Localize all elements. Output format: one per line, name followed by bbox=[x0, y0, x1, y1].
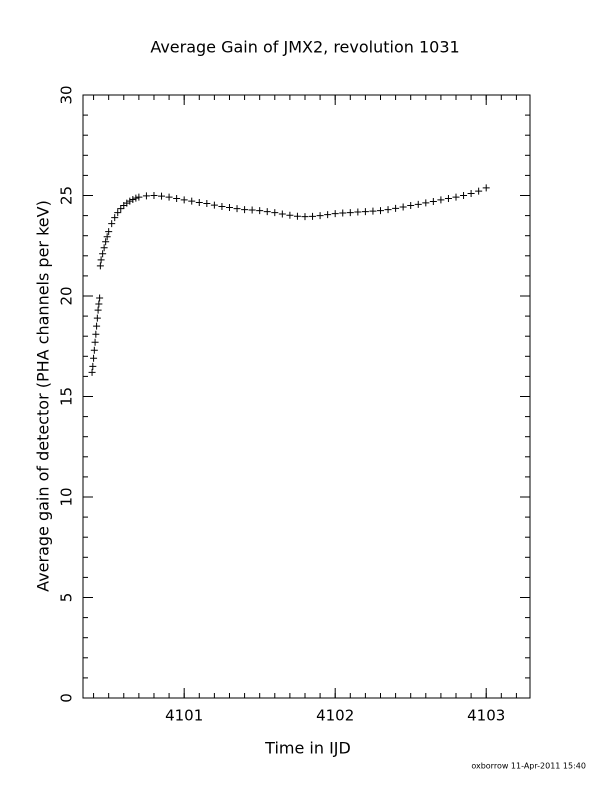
data-point bbox=[225, 204, 233, 212]
data-point bbox=[399, 203, 407, 211]
data-point bbox=[93, 322, 101, 330]
data-point bbox=[114, 209, 122, 217]
data-point bbox=[132, 194, 140, 202]
data-point bbox=[96, 294, 104, 302]
y-tick-label: 5 bbox=[58, 593, 76, 603]
data-point bbox=[376, 207, 384, 215]
data-point bbox=[218, 203, 226, 211]
data-point bbox=[195, 199, 203, 207]
data-point bbox=[369, 207, 377, 215]
y-axis-label: Average gain of detector (PHA channels p… bbox=[34, 200, 53, 592]
data-point bbox=[309, 212, 317, 220]
data-point bbox=[90, 346, 98, 354]
data-point bbox=[331, 210, 339, 218]
data-point bbox=[105, 228, 113, 236]
data-point bbox=[316, 212, 324, 220]
data-point bbox=[180, 196, 188, 204]
data-point bbox=[165, 193, 173, 201]
chart-title: Average Gain of JMX2, revolution 1031 bbox=[150, 38, 459, 57]
data-point bbox=[293, 212, 301, 220]
y-tick-label: 25 bbox=[58, 186, 76, 205]
data-point bbox=[384, 206, 392, 214]
data-point bbox=[188, 197, 196, 205]
data-point bbox=[90, 354, 98, 362]
data-point bbox=[278, 210, 286, 218]
data-point bbox=[142, 192, 150, 200]
data-point bbox=[422, 199, 430, 207]
x-tick-label: 4103 bbox=[467, 707, 505, 725]
data-point bbox=[102, 238, 110, 246]
x-axis-label: Time in IJD bbox=[264, 739, 351, 758]
data-point bbox=[173, 195, 181, 203]
y-tick-label: 30 bbox=[58, 85, 76, 104]
data-point bbox=[361, 208, 369, 216]
data-point bbox=[103, 233, 111, 241]
data-point bbox=[97, 256, 105, 264]
y-tick-label: 0 bbox=[58, 693, 76, 703]
data-point bbox=[392, 204, 400, 212]
data-point bbox=[482, 184, 490, 192]
data-point bbox=[339, 209, 347, 217]
data-point bbox=[203, 200, 211, 208]
data-point bbox=[210, 201, 218, 209]
data-point bbox=[248, 206, 256, 214]
data-point bbox=[158, 192, 166, 200]
data-point bbox=[93, 314, 101, 322]
data-point bbox=[346, 209, 354, 217]
plot-frame bbox=[82, 94, 531, 699]
data-point bbox=[324, 211, 332, 219]
y-tick-label: 20 bbox=[58, 286, 76, 305]
x-tick-label: 4102 bbox=[316, 707, 354, 725]
data-point bbox=[301, 213, 309, 221]
y-tick-label: 10 bbox=[58, 487, 76, 506]
data-point bbox=[271, 209, 279, 217]
data-point bbox=[475, 187, 483, 195]
data-point bbox=[89, 362, 97, 370]
data-point bbox=[460, 192, 468, 199]
data-point bbox=[92, 330, 100, 338]
y-tick-label: 15 bbox=[58, 387, 76, 406]
data-point bbox=[263, 208, 271, 216]
data-point bbox=[129, 196, 137, 204]
x-tick-label: 4101 bbox=[165, 707, 203, 725]
data-point bbox=[407, 202, 415, 210]
data-point bbox=[437, 196, 445, 204]
data-point bbox=[256, 207, 264, 215]
data-point bbox=[111, 214, 119, 222]
data-point bbox=[414, 200, 422, 208]
data-point bbox=[117, 205, 125, 213]
data-point bbox=[95, 300, 103, 308]
data-point bbox=[241, 206, 249, 214]
data-point bbox=[88, 368, 96, 376]
footnote: oxborrow 11-Apr-2011 15:40 bbox=[471, 762, 586, 771]
data-point bbox=[100, 244, 108, 252]
data-point bbox=[452, 193, 460, 201]
data-point bbox=[286, 211, 294, 219]
data-point bbox=[126, 197, 134, 205]
data-point bbox=[91, 338, 99, 346]
data-point bbox=[354, 208, 362, 216]
data-point bbox=[96, 262, 104, 270]
data-point bbox=[99, 250, 107, 258]
data-point bbox=[467, 189, 475, 197]
data-point bbox=[233, 205, 241, 213]
data-point bbox=[108, 220, 116, 228]
data-point bbox=[94, 306, 102, 314]
data-point bbox=[429, 198, 437, 206]
data-point bbox=[135, 193, 143, 201]
data-point bbox=[150, 192, 158, 199]
data-point bbox=[444, 195, 452, 203]
